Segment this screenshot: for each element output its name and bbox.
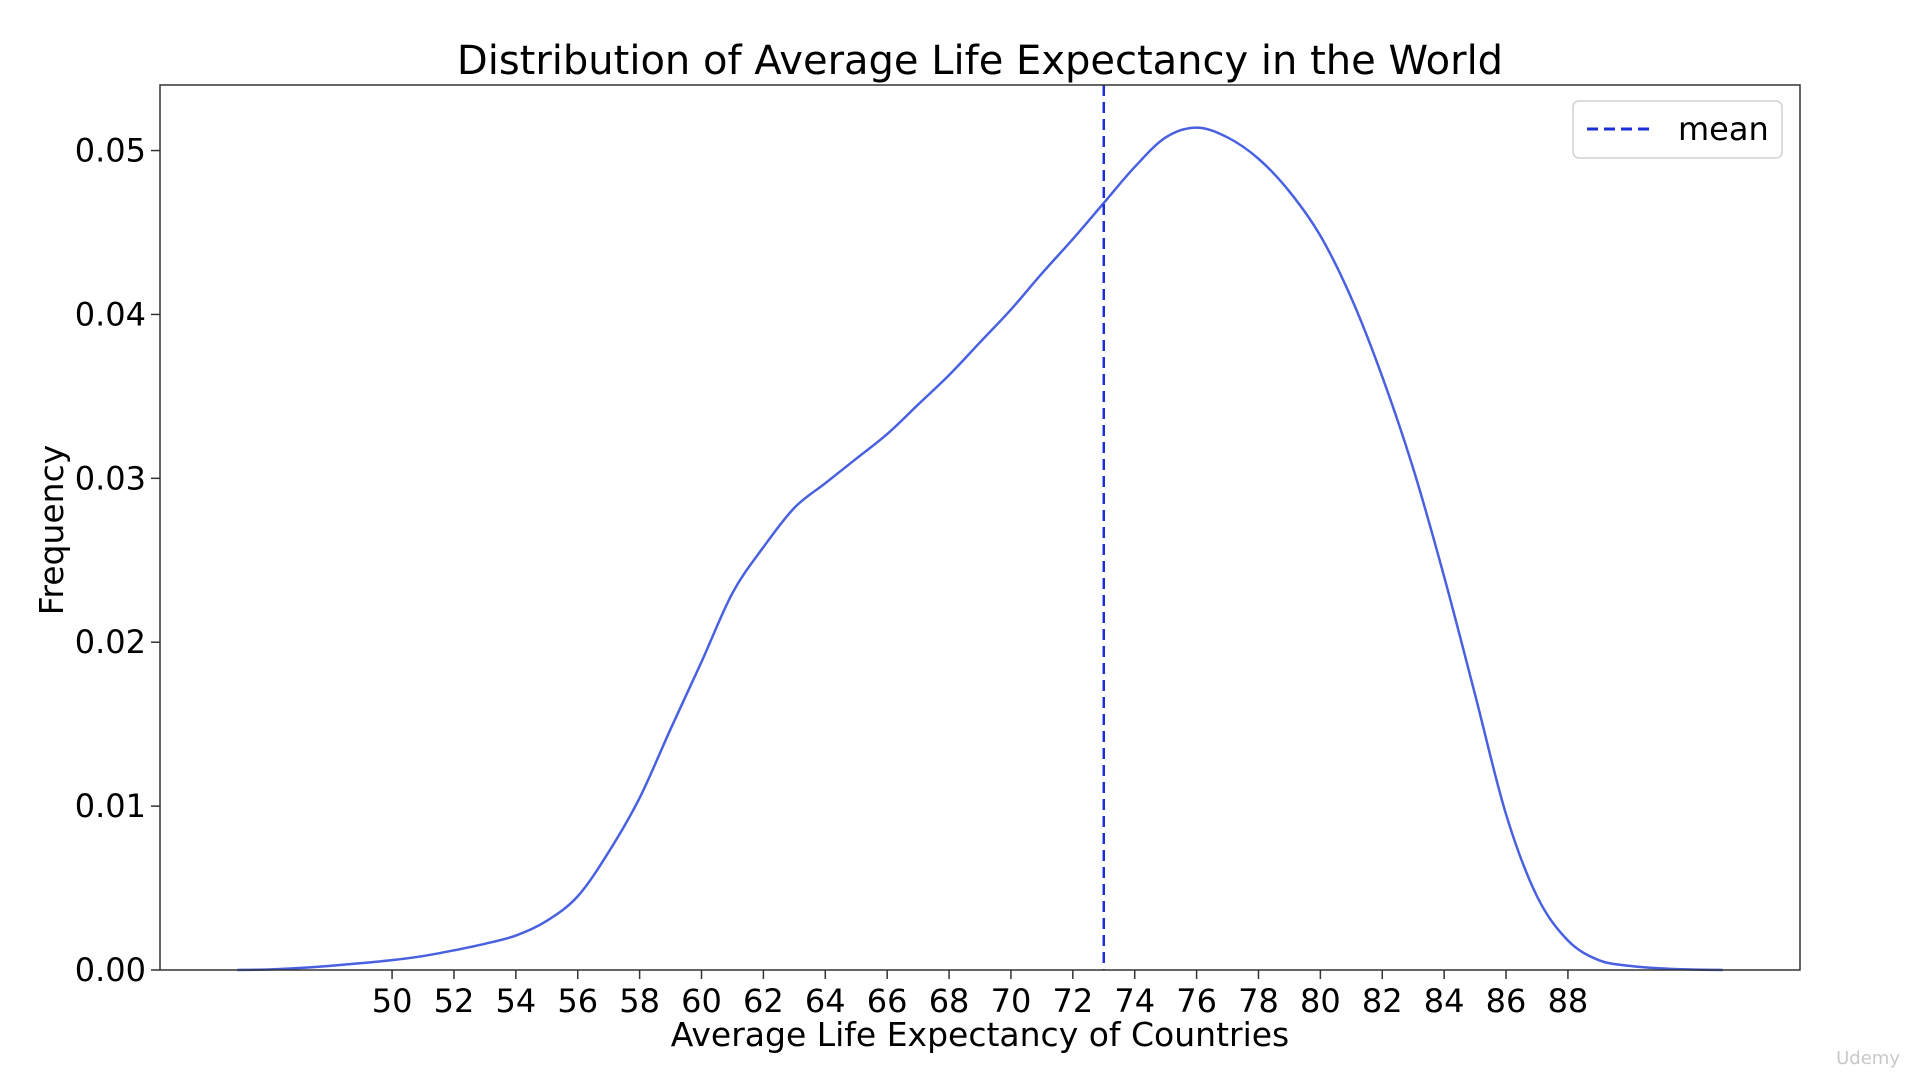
y-tick-label: 0.02 [75,623,146,661]
x-tick-label: 66 [867,982,908,1020]
x-tick-label: 74 [1114,982,1155,1020]
x-tick-label: 64 [805,982,846,1020]
y-axis-label: Frequency [32,445,71,615]
x-tick-label: 82 [1362,982,1403,1020]
watermark-text: Udemy [1836,1048,1900,1069]
x-tick-label: 54 [495,982,536,1020]
y-tick-label: 0.04 [75,295,146,333]
x-tick-label: 60 [681,982,722,1020]
y-tick-label: 0.05 [75,132,146,170]
y-tick-label: 0.01 [75,787,146,825]
x-tick-label: 80 [1300,982,1341,1020]
x-tick-label: 86 [1486,982,1527,1020]
x-tick-label: 70 [991,982,1032,1020]
y-tick-label: 0.00 [75,951,146,989]
x-tick-label: 52 [434,982,475,1020]
chart-title: Distribution of Average Life Expectancy … [457,38,1503,84]
legend: mean [1572,100,1783,159]
y-tick-label: 0.03 [75,459,146,497]
x-axis: 50 52 54 56 58 60 62 64 66 68 70 72 74 76 78 80 82 84 86 88 [372,970,1589,1020]
x-tick-label: 56 [557,982,598,1020]
x-tick-label: 84 [1424,982,1465,1020]
legend-box [1572,100,1783,159]
plot-frame [159,84,1801,971]
x-tick-label: 76 [1176,982,1217,1020]
legend-label-mean: mean [1678,110,1769,148]
x-tick-label: 72 [1052,982,1093,1020]
x-tick-label: 58 [619,982,660,1020]
udemy-watermark: Udemy [1836,1048,1900,1069]
x-tick-label: 68 [929,982,970,1020]
x-tick-label: 62 [743,982,784,1020]
x-axis-label: Average Life Expectancy of Countries [671,1015,1290,1054]
x-tick-label: 78 [1238,982,1279,1020]
y-axis: 0.00 0.01 0.02 0.03 0.04 0.05 [75,132,160,989]
x-tick-label: 88 [1548,982,1589,1020]
plot-area [237,85,1723,972]
x-tick-label: 50 [372,982,413,1020]
density-curve [237,126,1723,972]
